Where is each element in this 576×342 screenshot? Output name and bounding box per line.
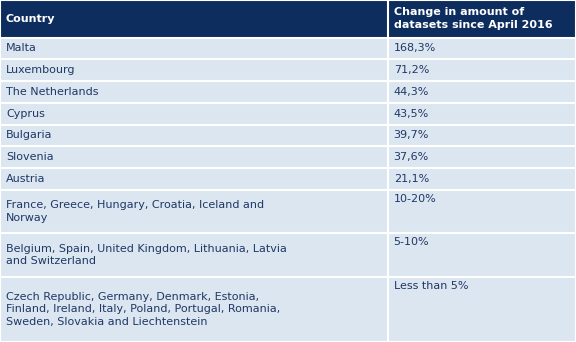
Text: 71,2%: 71,2% — [393, 65, 429, 75]
Text: 168,3%: 168,3% — [393, 43, 436, 53]
Bar — [388, 38, 576, 59]
Bar — [0, 146, 388, 168]
Text: 10-20%: 10-20% — [393, 194, 437, 204]
Bar — [0, 103, 388, 124]
Text: 43,5%: 43,5% — [393, 109, 429, 119]
Text: Belgium, Spain, United Kingdom, Lithuania, Latvia
and Switzerland: Belgium, Spain, United Kingdom, Lithuani… — [6, 244, 287, 266]
Text: 5-10%: 5-10% — [393, 237, 429, 247]
Bar — [0, 233, 388, 277]
Text: 44,3%: 44,3% — [393, 87, 429, 97]
Text: Luxembourg: Luxembourg — [6, 65, 75, 75]
Bar — [0, 81, 388, 103]
Bar — [0, 0, 388, 38]
Text: Austria: Austria — [6, 174, 46, 184]
Bar — [0, 38, 388, 59]
Bar — [388, 146, 576, 168]
Text: Country: Country — [6, 14, 55, 24]
Bar — [388, 233, 576, 277]
Text: 37,6%: 37,6% — [393, 152, 429, 162]
Text: The Netherlands: The Netherlands — [6, 87, 98, 97]
Text: Slovenia: Slovenia — [6, 152, 54, 162]
Text: France, Greece, Hungary, Croatia, Iceland and
Norway: France, Greece, Hungary, Croatia, Icelan… — [6, 200, 264, 223]
Text: Czech Republic, Germany, Denmark, Estonia,
Finland, Ireland, Italy, Poland, Port: Czech Republic, Germany, Denmark, Estoni… — [6, 292, 281, 327]
Bar — [0, 124, 388, 146]
Bar — [388, 81, 576, 103]
Bar — [388, 124, 576, 146]
Bar — [388, 59, 576, 81]
Text: Less than 5%: Less than 5% — [393, 281, 468, 291]
Bar — [388, 168, 576, 190]
Text: Malta: Malta — [6, 43, 37, 53]
Bar — [388, 190, 576, 233]
Text: Cyprus: Cyprus — [6, 109, 45, 119]
Bar — [0, 168, 388, 190]
Text: 21,1%: 21,1% — [393, 174, 429, 184]
Text: 39,7%: 39,7% — [393, 130, 429, 141]
Bar — [388, 103, 576, 124]
Bar — [0, 190, 388, 233]
Bar — [0, 277, 388, 342]
Text: Change in amount of
datasets since April 2016: Change in amount of datasets since April… — [393, 7, 552, 30]
Bar — [388, 0, 576, 38]
Bar — [0, 59, 388, 81]
Bar — [388, 277, 576, 342]
Text: Bulgaria: Bulgaria — [6, 130, 52, 141]
